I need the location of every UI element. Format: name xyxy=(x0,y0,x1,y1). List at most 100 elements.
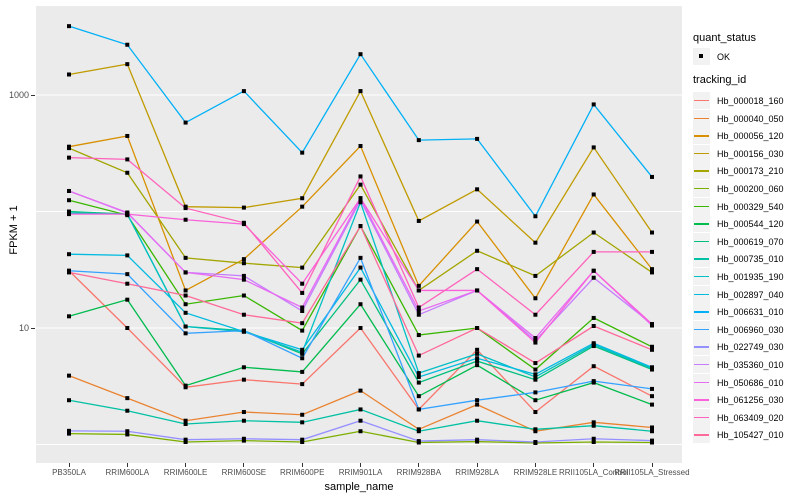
data-point xyxy=(300,440,305,445)
x-tick-mark xyxy=(476,463,478,467)
legend-key-swatch xyxy=(693,180,710,197)
data-point xyxy=(183,440,188,445)
legend-line-swatch xyxy=(694,117,709,119)
x-tick-mark xyxy=(301,463,303,467)
data-point xyxy=(591,230,596,235)
x-tick-label: RRIM600LE xyxy=(163,468,208,477)
data-point xyxy=(125,212,130,217)
data-point xyxy=(650,438,654,443)
legend-key-swatch xyxy=(693,373,710,391)
data-point xyxy=(533,214,538,219)
y-tick-label: 10 xyxy=(18,323,29,333)
plot-panel xyxy=(36,6,682,463)
legend-entry-label: Hb_001935_190 xyxy=(717,272,784,282)
data-point xyxy=(650,267,654,272)
data-point xyxy=(591,379,596,384)
legend-key-swatch xyxy=(693,285,710,303)
data-point xyxy=(183,120,188,125)
legend-line-swatch xyxy=(694,346,709,348)
data-point xyxy=(125,253,130,258)
data-point xyxy=(125,42,130,47)
x-tick-mark xyxy=(651,463,653,467)
legend-line-swatch xyxy=(694,100,709,102)
data-point xyxy=(475,267,480,272)
legend-line-swatch xyxy=(694,258,709,260)
data-point xyxy=(475,288,480,293)
data-point xyxy=(533,390,538,395)
data-point xyxy=(650,347,654,352)
legend-line-swatch xyxy=(694,416,709,419)
legend-entry-label: Hb_006960_030 xyxy=(717,324,784,335)
x-tick-label: RRIM901LA xyxy=(338,468,383,477)
data-point xyxy=(300,305,305,310)
x-axis-title: sample_name xyxy=(324,481,394,493)
x-tick-mark xyxy=(418,463,420,467)
data-point xyxy=(475,359,480,364)
data-point xyxy=(650,386,654,391)
data-point xyxy=(358,182,363,187)
legend-entry-label: Hb_006631_010 xyxy=(717,307,784,318)
data-point xyxy=(183,418,188,423)
y-tick-mark xyxy=(31,327,35,329)
legend-line-swatch xyxy=(694,381,709,383)
data-point xyxy=(183,437,188,442)
legend-key-swatch xyxy=(693,391,710,409)
legend-line-swatch xyxy=(694,223,709,225)
data-point xyxy=(533,377,538,382)
data-point xyxy=(475,363,480,368)
data-point xyxy=(358,52,363,57)
data-point xyxy=(533,410,538,415)
y-tick-mark xyxy=(31,94,35,96)
data-point xyxy=(300,281,305,286)
data-point xyxy=(475,437,480,442)
data-point xyxy=(67,155,71,160)
data-point xyxy=(416,439,421,444)
data-point xyxy=(183,310,188,315)
data-point xyxy=(650,429,654,434)
legend-entry-label: Hb_000200_060 xyxy=(717,184,784,194)
legend-entry-label: Hb_000173_210 xyxy=(717,166,784,177)
legend-entry-label: Hb_035360_010 xyxy=(717,360,784,370)
data-point xyxy=(67,72,71,77)
data-point xyxy=(533,340,538,345)
data-point xyxy=(125,133,130,138)
data-point xyxy=(241,273,246,278)
data-point xyxy=(300,150,305,155)
data-point xyxy=(475,136,480,141)
data-point xyxy=(183,217,188,222)
data-point xyxy=(591,364,596,369)
legend-key-swatch xyxy=(693,92,710,109)
data-point xyxy=(591,436,596,441)
data-point xyxy=(591,249,596,254)
data-point xyxy=(241,328,246,333)
data-point xyxy=(416,138,421,143)
legend-key-swatch xyxy=(693,320,710,338)
data-point xyxy=(591,275,596,280)
data-point xyxy=(300,369,305,374)
data-point xyxy=(416,371,421,376)
data-point xyxy=(650,394,654,399)
data-point xyxy=(125,326,130,330)
legend-line-swatch xyxy=(694,276,709,278)
legend-line-swatch xyxy=(694,434,709,436)
data-point xyxy=(533,312,538,317)
legend-line-swatch xyxy=(694,311,709,313)
data-point xyxy=(300,290,305,295)
data-point xyxy=(241,205,246,210)
data-point xyxy=(591,268,596,273)
legend-quant-status-title: quant_status xyxy=(693,32,756,44)
data-point xyxy=(533,372,538,377)
data-point xyxy=(125,157,130,162)
data-point xyxy=(358,429,363,434)
data-point xyxy=(241,220,246,225)
data-point xyxy=(475,187,480,192)
legend-line-swatch xyxy=(694,135,709,137)
legend-entry-label: Hb_000735_010 xyxy=(717,254,784,265)
legend-entry-label: Hb_063409_020 xyxy=(717,412,784,423)
data-point xyxy=(67,24,71,29)
data-point xyxy=(358,277,363,282)
data-point xyxy=(650,425,654,430)
data-point xyxy=(241,377,246,382)
legend-key-swatch xyxy=(693,356,710,373)
data-point xyxy=(67,314,71,319)
